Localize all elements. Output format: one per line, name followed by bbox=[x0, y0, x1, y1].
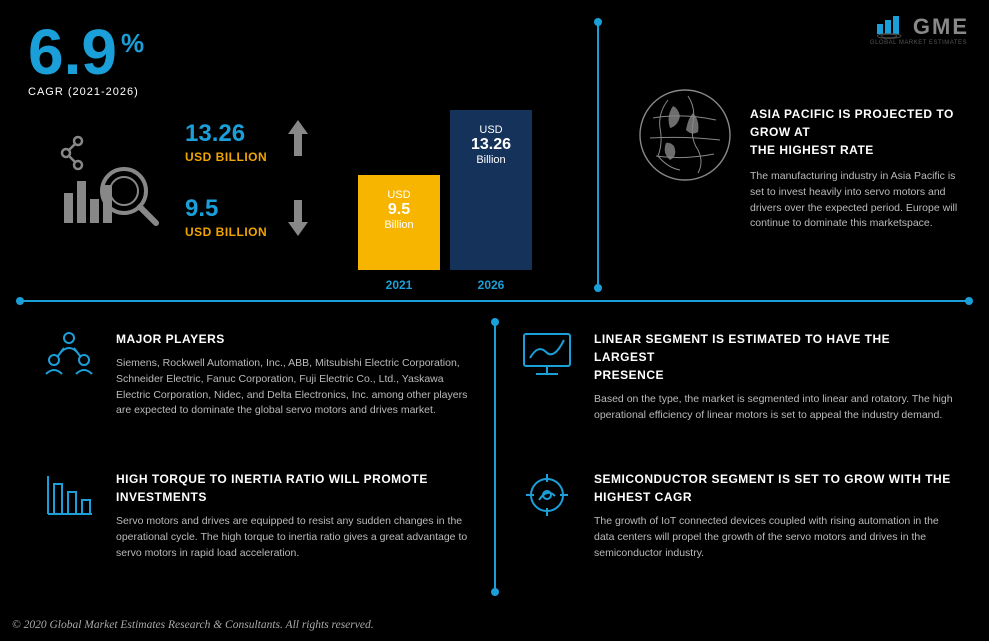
quad-desc: Based on the type, the market is segment… bbox=[594, 392, 954, 424]
logo-bars-icon bbox=[877, 14, 907, 40]
region-desc: The manufacturing industry in Asia Pacif… bbox=[750, 169, 960, 232]
stat-high-unit: USD BILLION bbox=[185, 150, 267, 164]
bar-unit: Billion bbox=[476, 154, 505, 166]
quad-title: HIGH TORQUE TO INERTIA RATIO WILL PROMOT… bbox=[116, 470, 476, 506]
year-2026: 2026 bbox=[450, 278, 532, 292]
arrow-up-icon bbox=[284, 118, 312, 158]
cagr-label: CAGR (2021-2026) bbox=[28, 86, 140, 98]
bar-currency: USD bbox=[387, 189, 410, 201]
quad-desc: Siemens, Rockwell Automation, Inc., ABB,… bbox=[116, 356, 476, 419]
bar-chart: USD 9.5 Billion USD 13.26 Billion 2021 2… bbox=[340, 100, 550, 290]
bar-2021: USD 9.5 Billion bbox=[358, 175, 440, 270]
analytics-icon bbox=[60, 135, 160, 230]
quad-desc: Servo motors and drives are equipped to … bbox=[116, 514, 476, 561]
target-growth-icon bbox=[520, 470, 574, 561]
stat-high: 13.26 USD BILLION bbox=[185, 120, 267, 164]
bar-chart-icon bbox=[42, 470, 96, 561]
divider-vertical-top bbox=[597, 22, 599, 288]
bar-unit: Billion bbox=[384, 219, 413, 231]
stat-low-unit: USD BILLION bbox=[185, 225, 267, 239]
cagr-percent: % bbox=[121, 28, 144, 58]
bar-2026: USD 13.26 Billion bbox=[450, 110, 532, 270]
logo: GME bbox=[877, 14, 969, 40]
divider-vertical-bottom bbox=[494, 322, 496, 592]
cagr-block: 6.9% CAGR (2021-2026) bbox=[28, 20, 140, 98]
region-title: ASIA PACIFIC IS PROJECTED TO GROW AT THE… bbox=[750, 105, 989, 159]
stat-low-value: 9.5 bbox=[185, 195, 267, 223]
stat-low: 9.5 USD BILLION bbox=[185, 195, 267, 239]
logo-tagline: GLOBAL MARKET ESTIMATES bbox=[870, 40, 967, 46]
quad-desc: The growth of IoT connected devices coup… bbox=[594, 514, 954, 561]
quad-torque: HIGH TORQUE TO INERTIA RATIO WILL PROMOT… bbox=[42, 470, 476, 561]
stat-high-value: 13.26 bbox=[185, 120, 267, 148]
copyright: © 2020 Global Market Estimates Research … bbox=[12, 619, 374, 631]
bar-value: 13.26 bbox=[471, 136, 511, 154]
quad-major-players: MAJOR PLAYERS Siemens, Rockwell Automati… bbox=[42, 330, 476, 419]
quad-linear-segment: LINEAR SEGMENT IS ESTIMATED TO HAVE THE … bbox=[520, 330, 954, 424]
logo-text: GME bbox=[913, 14, 969, 40]
year-2021: 2021 bbox=[358, 278, 440, 292]
quad-text: SEMICONDUCTOR SEGMENT IS SET TO GROW WIT… bbox=[594, 470, 954, 561]
bar-currency: USD bbox=[479, 124, 502, 136]
bars-container: USD 9.5 Billion USD 13.26 Billion bbox=[340, 110, 550, 270]
divider-horizontal bbox=[20, 300, 969, 302]
quad-title: SEMICONDUCTOR SEGMENT IS SET TO GROW WIT… bbox=[594, 470, 954, 506]
globe-icon bbox=[638, 88, 733, 183]
arrow-down-icon bbox=[284, 198, 312, 238]
quad-title: LINEAR SEGMENT IS ESTIMATED TO HAVE THE … bbox=[594, 330, 954, 384]
people-icon bbox=[42, 330, 96, 419]
cagr-value: 6.9 bbox=[28, 16, 117, 88]
bar-value: 9.5 bbox=[388, 201, 410, 219]
year-labels: 2021 2026 bbox=[340, 278, 550, 292]
region-block: ASIA PACIFIC IS PROJECTED TO GROW AT THE… bbox=[750, 105, 989, 232]
monitor-chart-icon bbox=[520, 330, 574, 424]
quad-semiconductor: SEMICONDUCTOR SEGMENT IS SET TO GROW WIT… bbox=[520, 470, 954, 561]
cagr-value-row: 6.9% bbox=[28, 20, 140, 84]
quad-title: MAJOR PLAYERS bbox=[116, 330, 476, 348]
quad-text: MAJOR PLAYERS Siemens, Rockwell Automati… bbox=[116, 330, 476, 419]
quad-text: LINEAR SEGMENT IS ESTIMATED TO HAVE THE … bbox=[594, 330, 954, 424]
quad-text: HIGH TORQUE TO INERTIA RATIO WILL PROMOT… bbox=[116, 470, 476, 561]
